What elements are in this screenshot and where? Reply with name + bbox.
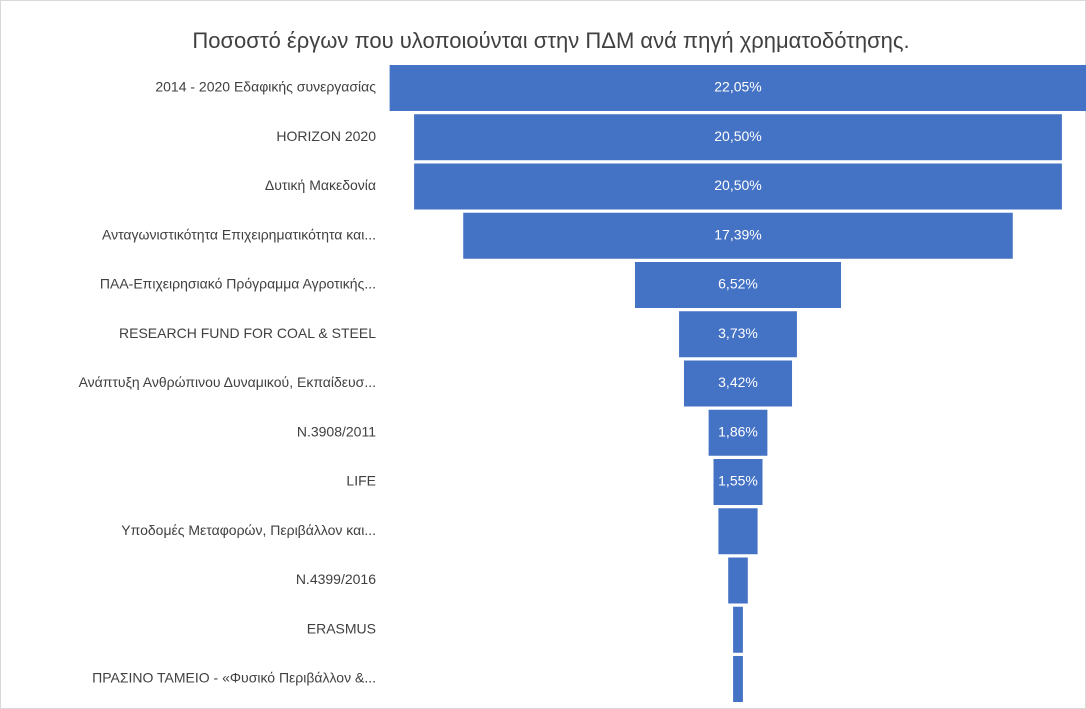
value-label: 3,42% [718, 374, 758, 390]
category-label: Ανάπτυξη Ανθρώπινου Δυναμικού, Εκπαίδευσ… [79, 374, 376, 390]
funnel-bar [679, 311, 797, 358]
category-label: Ν.4399/2016 [296, 571, 376, 587]
funnel-bar [683, 360, 793, 407]
category-label: HORIZON 2020 [276, 128, 376, 144]
category-label: 2014 - 2020 Εδαφικής συνεργασίας [155, 79, 376, 95]
funnel-bar [718, 508, 758, 555]
funnel-bar [713, 459, 763, 505]
funnel-bar [634, 262, 842, 308]
value-label: 17,39% [714, 226, 761, 242]
value-label: 22,05% [714, 79, 761, 95]
value-label: 1,55% [718, 473, 758, 489]
funnel-bar [463, 212, 1013, 259]
category-label: LIFE [346, 473, 376, 489]
value-label: 3,73% [718, 325, 758, 341]
funnel-bar [728, 557, 748, 604]
value-label: 20,50% [714, 177, 761, 193]
category-label: RESEARCH FUND FOR COAL & STEEL [119, 325, 376, 341]
funnel-bar [733, 656, 743, 702]
funnel-bar [708, 409, 768, 456]
category-label: ΠΡΑΣΙΝΟ ΤΑΜΕΙΟ - «Φυσικό Περιβάλλον &... [92, 670, 376, 686]
category-label: ERASMUS [307, 620, 376, 636]
category-label: Ν.3908/2011 [297, 423, 376, 439]
funnel-bar [389, 65, 1086, 111]
category-label: Υποδομές Μεταφορών, Περιβάλλον και... [121, 522, 376, 538]
funnel-bar [414, 114, 1062, 161]
value-label: 1,86% [718, 423, 758, 439]
category-label: Ανταγωνιστικότητα Επιχειρηματικότητα και… [102, 226, 376, 242]
funnel-bar [733, 606, 743, 653]
chart-title: Ποσοστό έργων που υλοποιούνται στην ΠΔΜ … [192, 28, 909, 53]
value-label: 20,50% [714, 128, 761, 144]
value-label: 6,52% [718, 276, 758, 292]
category-label: Δυτική Μακεδονία [265, 177, 376, 193]
category-label: ΠΑΑ-Επιχειρησιακό Πρόγραμμα Αγροτικής... [100, 276, 376, 292]
funnel-bar [414, 163, 1062, 210]
